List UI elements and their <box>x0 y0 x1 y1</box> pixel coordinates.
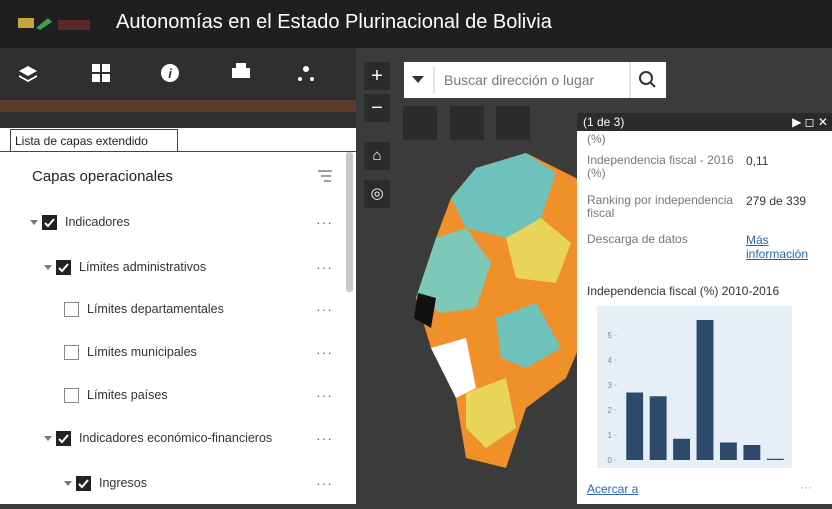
checkbox[interactable] <box>64 301 79 317</box>
checkbox[interactable] <box>56 259 71 275</box>
map[interactable] <box>356 48 832 504</box>
field-value[interactable]: Más información <box>746 233 809 261</box>
checkbox[interactable] <box>56 430 71 446</box>
layer-row: Indicadores económico-financieros <box>44 428 272 448</box>
layer-label: Límites departamentales <box>87 302 224 316</box>
checkbox[interactable] <box>64 344 79 360</box>
svg-text:i: i <box>168 66 172 81</box>
layer-menu[interactable]: ··· <box>316 430 333 446</box>
field-value: 0,11 <box>746 154 769 168</box>
zoom-in[interactable]: + <box>364 62 390 90</box>
app-title: Autonomías en el Estado Plurinacional de… <box>116 11 552 33</box>
y-tick-label: 1 <box>608 431 613 440</box>
layer-label: Ingresos <box>99 476 147 490</box>
tab-line <box>0 151 356 152</box>
bookmark-tool[interactable] <box>450 106 484 140</box>
map-canvas <box>414 153 606 468</box>
checkbox[interactable] <box>76 475 91 491</box>
layer-menu[interactable]: ··· <box>316 214 333 230</box>
chart-title: Independencia fiscal (%) 2010-2016 <box>587 284 780 298</box>
bar <box>626 392 644 460</box>
chart-background <box>597 306 792 468</box>
layer-row: Ingresos <box>64 473 147 493</box>
bar <box>696 320 714 460</box>
print-icon[interactable] <box>232 68 250 78</box>
logo <box>18 18 90 30</box>
y-tick-label: 3 <box>608 381 613 390</box>
field-value: 279 de 339 <box>746 194 807 208</box>
layer-row: Límites administrativos <box>44 257 206 277</box>
header: Autonomías en el Estado Plurinacional de… <box>0 0 832 48</box>
panel-tab[interactable]: Lista de capas extendido <box>10 129 178 151</box>
bar <box>673 438 691 460</box>
layer-menu[interactable]: ··· <box>316 259 333 275</box>
popup-truncated: (%) <box>587 132 606 146</box>
field-label: Independencia fiscal - 2016 (%) <box>587 153 734 180</box>
home-button[interactable]: ⌂ <box>364 142 390 170</box>
expand-caret[interactable] <box>44 435 52 441</box>
layers-icon[interactable] <box>19 66 37 82</box>
layer-label: Límites países <box>87 388 168 402</box>
layer-label: Límites municipales <box>87 345 197 359</box>
bar <box>743 445 761 460</box>
layer-menu[interactable]: ··· <box>316 344 333 360</box>
panel-top <box>0 112 356 130</box>
popup-controls[interactable]: ▶ ◻ ✕ <box>792 115 828 129</box>
popup-menu[interactable]: ··· <box>800 480 812 494</box>
layer-row: Límites municipales <box>64 342 197 362</box>
legend-tool[interactable] <box>403 106 437 140</box>
share-icon[interactable] <box>303 66 309 72</box>
layer-label: Indicadores <box>65 215 130 229</box>
zoom-out[interactable]: − <box>364 94 390 122</box>
select-tool[interactable] <box>496 106 530 140</box>
layer-menu[interactable]: ··· <box>316 301 333 317</box>
layer-label: Indicadores económico-financieros <box>79 431 273 445</box>
field-label: Ranking por independencia fiscal <box>587 193 734 220</box>
scrollbar[interactable] <box>346 152 353 292</box>
search-placeholder: Buscar dirección o lugar <box>444 72 595 88</box>
bar <box>649 396 667 460</box>
layer-row: Límites países <box>64 385 168 405</box>
y-tick-label: 0 <box>608 456 613 465</box>
layer-menu[interactable]: ··· <box>316 387 333 403</box>
chart: 0 1 2 3 4 5 <box>597 306 792 468</box>
toolbar-icons: i <box>19 63 314 82</box>
bar <box>766 458 784 460</box>
checkbox[interactable] <box>64 387 79 403</box>
info-icon[interactable] <box>161 64 179 82</box>
popup-header: (1 de 3) ▶ ◻ ✕ <box>577 113 832 131</box>
bar <box>719 442 737 460</box>
y-tick-label: 2 <box>608 406 613 415</box>
checkbox[interactable] <box>42 214 57 230</box>
locate-button[interactable]: ◎ <box>364 180 390 208</box>
layer-menu[interactable]: ··· <box>316 475 333 491</box>
toolbar: i <box>0 48 356 100</box>
popup-counter: (1 de 3) <box>583 115 625 129</box>
filter-icon[interactable] <box>316 168 334 184</box>
strip <box>0 100 356 112</box>
search-icons <box>412 62 656 98</box>
panel-title: Capas operacionales <box>32 168 173 185</box>
expand-caret[interactable] <box>30 219 38 225</box>
expand-caret[interactable] <box>44 264 52 270</box>
y-tick-label: 5 <box>608 331 613 340</box>
expand-caret[interactable] <box>64 480 72 486</box>
layer-row: Límites departamentales <box>64 299 224 319</box>
layer-label: Límites administrativos <box>79 260 207 274</box>
y-tick-label: 4 <box>608 356 613 365</box>
grid-icon[interactable] <box>92 64 100 72</box>
zoom-link[interactable]: Acercar a <box>587 482 639 496</box>
field-label: Descarga de datos <box>587 232 688 246</box>
search-box[interactable] <box>404 62 666 98</box>
layer-row: Indicadores <box>30 212 130 232</box>
